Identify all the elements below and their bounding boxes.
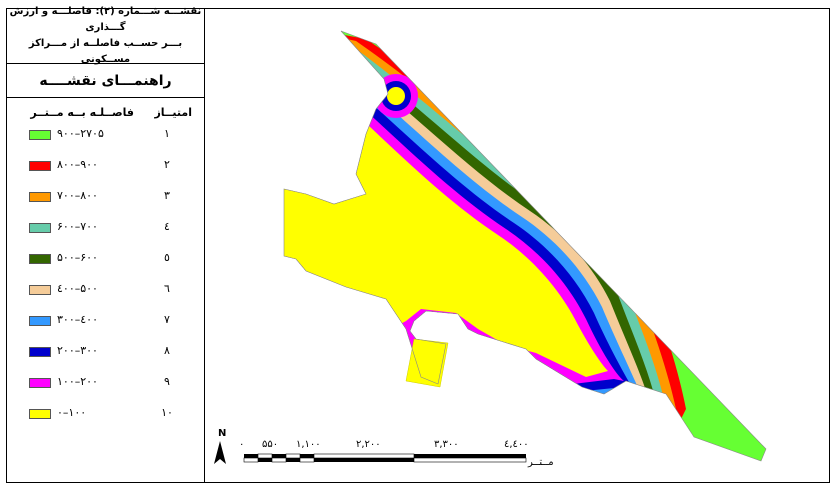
scale-seg	[272, 454, 286, 458]
scale-tick-550: ۵۵۰	[262, 439, 279, 450]
scale-seg	[271, 457, 287, 463]
legend-score: ٨	[164, 344, 170, 357]
legend-range: ۲۰۰–۳۰۰	[57, 344, 98, 357]
legend-swatch	[29, 192, 51, 202]
legend-col-distance: فاصــلـه بــه مــتــر	[30, 106, 134, 119]
legend-row: ۶۰۰–۷۰۰ ٤	[7, 219, 205, 237]
legend-range: ۳۰۰–٤۰۰	[57, 313, 98, 326]
legend-row: ۳۰۰–٤۰۰ ٧	[7, 312, 205, 330]
map-area: N ۰ ۵۵۰ ۱,۱۰۰ ۲,۲۰۰ ۳,۳۰۰ ٤,٤۰۰ مــتــر	[206, 9, 829, 482]
scale-tick-2200: ۲,۲۰۰	[356, 439, 381, 450]
legend-row: ۰–۱۰۰ ۱۰	[7, 405, 205, 423]
legend-score: ۱۰	[161, 406, 173, 419]
north-label: N	[218, 428, 227, 439]
legend-score: ۳	[164, 189, 170, 202]
legend-swatch	[29, 254, 51, 264]
legend-score: ۲	[164, 158, 170, 171]
legend-swatch	[29, 378, 51, 388]
legend-swatch	[29, 409, 51, 419]
scale-tick-1100: ۱,۱۰۰	[296, 439, 321, 450]
scale-seg	[286, 458, 300, 462]
legend-row: ۹۰۰–۲۷۰۵ ۱	[7, 126, 205, 144]
scale-seg	[413, 457, 527, 463]
legend-row: ۵۰۰–۶۰۰ ٥	[7, 250, 205, 268]
legend-range: ۰–۱۰۰	[57, 406, 87, 419]
legend-range: ۹۰۰–۲۷۰۵	[57, 127, 104, 140]
scale-seg	[314, 458, 414, 462]
legend-row: ۱۰۰–۲۰۰ ٩	[7, 374, 205, 392]
scale-seg	[285, 453, 301, 459]
scale-seg	[313, 453, 415, 459]
legend-score: ٧	[164, 313, 170, 326]
map-title: نقشـــه شـــماره (۲): فاصلـــه و ارزش گـ…	[7, 6, 204, 65]
legend-range: ٤۰۰–۵۰۰	[57, 282, 98, 295]
legend-score: ٤	[164, 220, 170, 233]
legend-range: ۶۰۰–۷۰۰	[57, 220, 98, 233]
scale-tick-3300: ۳,۳۰۰	[434, 439, 459, 450]
southern-patch	[405, 338, 449, 388]
legend-range: ۷۰۰–۸۰۰	[57, 189, 98, 202]
legend-col-score: امتیــاز	[154, 106, 192, 119]
scale-tick-0: ۰	[239, 439, 245, 450]
scale-bar	[243, 453, 527, 463]
legend-heading: راهنمـــای نقشــــه	[7, 64, 204, 98]
legend-row: ٤۰۰–۵۰۰ ٦	[7, 281, 205, 299]
legend-panel: نقشـــه شـــماره (۲): فاصلـــه و ارزش گـ…	[7, 6, 205, 482]
legend-range: ۱۰۰–۲۰۰	[57, 375, 98, 388]
scale-seg	[258, 458, 272, 462]
legend-score: ٩	[164, 375, 170, 388]
legend-swatch	[29, 161, 51, 171]
legend-column-headers: امتیــاز فاصــلـه بــه مــتــر	[7, 98, 204, 126]
legend-score: ٦	[164, 282, 170, 295]
legend-swatch	[29, 130, 51, 140]
distance-zones	[284, 31, 766, 461]
scale-seg	[243, 457, 259, 463]
map-frame: نقشـــه شـــماره (۲): فاصلـــه و ارزش گـ…	[6, 6, 830, 483]
legend-swatch	[29, 316, 51, 326]
legend-range: ۵۰۰–۶۰۰	[57, 251, 98, 264]
north-arrow-icon	[214, 441, 226, 464]
legend-score: ٥	[164, 251, 170, 264]
legend-row: ۸۰۰–۹۰۰ ۲	[7, 157, 205, 175]
scale-seg	[300, 454, 314, 458]
map-title-line2: بـــر حســب فاصلــه از مـــراکز مســکونی	[28, 38, 183, 65]
distance-map	[214, 30, 767, 464]
legend-swatch	[29, 223, 51, 233]
legend-swatch	[29, 285, 51, 295]
scale-seg	[244, 454, 258, 458]
legend-score: ۱	[164, 127, 170, 140]
scale-seg	[414, 454, 526, 458]
legend-range: ۸۰۰–۹۰۰	[57, 158, 98, 171]
legend-row: ۷۰۰–۸۰۰ ۳	[7, 188, 205, 206]
scale-tick-4400: ٤,٤۰۰	[504, 439, 529, 450]
scale-seg	[299, 457, 315, 463]
north-arrow	[214, 441, 226, 464]
scale-seg	[257, 453, 273, 459]
legend-row: ۲۰۰–۳۰۰ ٨	[7, 343, 205, 361]
region-boundary	[283, 30, 767, 462]
settlement-core	[387, 87, 405, 105]
scale-unit: مــتــر	[528, 457, 554, 468]
legend-swatch	[29, 347, 51, 357]
map-title-line1: نقشـــه شـــماره (۲): فاصلـــه و ارزش گـ…	[9, 6, 202, 33]
